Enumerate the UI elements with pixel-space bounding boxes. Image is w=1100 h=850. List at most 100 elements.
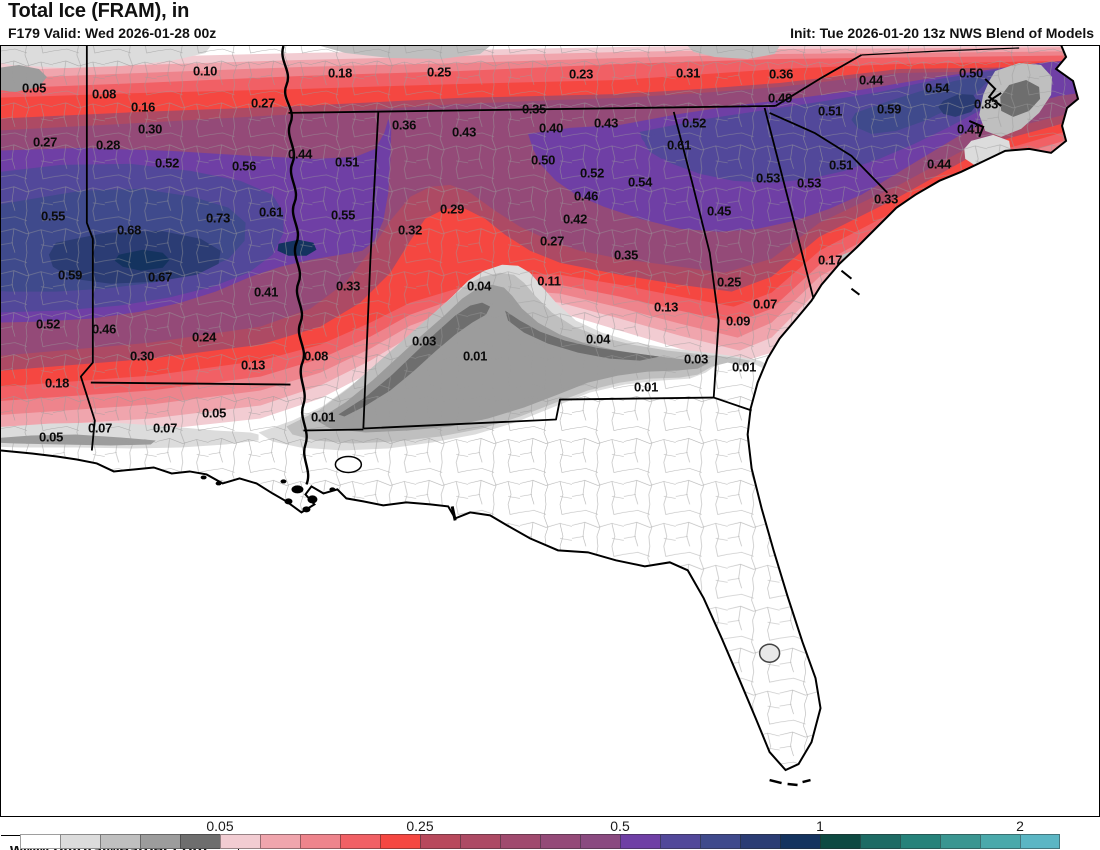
colorbar-swatch	[940, 834, 980, 849]
mississippi-river	[281, 46, 310, 485]
ice-value-label: 0.56	[231, 158, 257, 174]
ice-value-label: 0.33	[873, 191, 899, 207]
state-borders	[79, 46, 1020, 451]
ice-value-label: 0.55	[40, 208, 66, 224]
ice-value-label: 0.52	[681, 115, 707, 131]
ice-value-label: 0.44	[926, 156, 952, 172]
ice-value-label: 0.41	[253, 284, 279, 300]
ice-value-label: 0.07	[152, 420, 178, 436]
ice-value-label: 0.08	[303, 348, 329, 364]
ice-value-label: 0.50	[530, 152, 556, 168]
marsh-detail	[200, 475, 336, 513]
ice-value-label: 0.32	[397, 222, 423, 238]
ice-value-label: 0.44	[858, 72, 884, 88]
colorbar-swatch	[700, 834, 740, 849]
ice-value-label: 0.07	[87, 420, 113, 436]
ice-value-label: 0.51	[817, 103, 843, 119]
florida-keys	[769, 778, 811, 787]
colorbar-tick-label: 0.5	[610, 818, 630, 834]
colorbar-swatch	[220, 834, 260, 849]
ice-value-label: 0.25	[426, 64, 452, 80]
ice-value-label: 0.51	[334, 154, 360, 170]
ice-value-label: 0.04	[466, 278, 492, 294]
ice-value-label: 0.24	[191, 329, 217, 345]
ice-value-label: 0.49	[767, 90, 793, 106]
ice-value-label: 0.59	[57, 267, 83, 283]
ice-value-label: 0.23	[568, 66, 594, 82]
ice-value-label: 0.43	[451, 124, 477, 140]
ice-value-label: 0.01	[310, 409, 336, 425]
ice-value-label: 0.45	[706, 203, 732, 219]
estuary-detail	[450, 78, 1002, 521]
ice-value-label: 0.53	[755, 170, 781, 186]
colorbar-tick-label: 0.05	[206, 818, 234, 834]
ice-value-label: 0.53	[796, 175, 822, 191]
ice-value-label: 0.31	[675, 65, 701, 81]
ice-value-label: 0.55	[330, 207, 356, 223]
ice-value-label: 0.13	[653, 299, 679, 315]
ice-value-label: 0.61	[258, 204, 284, 220]
ice-value-label: 0.28	[95, 137, 121, 153]
ice-value-label: 0.52	[154, 155, 180, 171]
colorbar-swatch	[660, 834, 700, 849]
colorbar-tick-label: 1	[816, 818, 824, 834]
ice-value-label: 0.11	[537, 273, 561, 289]
ice-value-label: 0.67	[147, 269, 173, 285]
ice-value-label: 0.52	[579, 165, 605, 181]
colorbar-swatch	[140, 834, 180, 849]
ice-value-label: 0.05	[201, 405, 227, 421]
ice-value-label: 0.41	[956, 121, 982, 137]
ice-value-label: 0.61	[666, 137, 692, 153]
colorbar-swatch	[860, 834, 900, 849]
colorbar-swatch	[900, 834, 940, 849]
colorbar-swatch	[1020, 834, 1060, 849]
init-time: Init: Tue 2026-01-20 13z NWS Blend of Mo…	[790, 25, 1094, 41]
ice-value-label: 0.52	[35, 316, 61, 332]
lake-okeechobee	[758, 643, 781, 663]
ice-value-label: 0.35	[521, 101, 547, 117]
ice-value-label: 0.36	[768, 66, 794, 82]
map-canvas	[1, 46, 1099, 816]
ice-value-label: 0.04	[585, 331, 611, 347]
ice-value-label: 0.83	[973, 96, 999, 112]
ice-value-label: 0.36	[391, 117, 417, 133]
ice-value-label: 0.68	[116, 222, 142, 238]
ice-value-label: 0.46	[91, 321, 117, 337]
ice-value-label: 0.01	[731, 359, 757, 375]
ice-value-label: 0.09	[725, 313, 751, 329]
ice-value-label: 0.30	[137, 121, 163, 137]
ice-value-label: 0.01	[462, 348, 488, 364]
colorbar-swatch	[780, 834, 820, 849]
colorbar-swatch	[580, 834, 620, 849]
colorbar-swatch	[340, 834, 380, 849]
ice-value-label: 0.13	[240, 357, 266, 373]
ice-value-label: 0.40	[538, 120, 564, 136]
coastline	[1, 46, 1080, 772]
ice-value-label: 0.03	[411, 333, 437, 349]
colorbar-swatch	[100, 834, 140, 849]
colorbar-swatch	[740, 834, 780, 849]
colorbar-tick-label: 2	[1016, 818, 1024, 834]
valid-time: F179 Valid: Wed 2026-01-28 00z	[8, 25, 217, 41]
ice-value-label: 0.05	[21, 80, 47, 96]
ice-value-label: 0.18	[327, 65, 353, 81]
ice-value-label: 0.27	[539, 233, 565, 249]
colorbar-swatch	[980, 834, 1020, 849]
colorbar-swatch	[20, 834, 60, 849]
ice-value-label: 0.50	[958, 65, 984, 81]
colorbar-swatch	[260, 834, 300, 849]
colorbar-swatch	[540, 834, 580, 849]
colorbar-swatch	[420, 834, 460, 849]
ice-value-label: 0.59	[876, 101, 902, 117]
ice-value-label: 0.01	[633, 379, 659, 395]
ice-value-label: 0.29	[439, 201, 465, 217]
ice-value-label: 0.27	[250, 95, 276, 111]
ice-value-label: 0.44	[287, 146, 313, 162]
ice-value-label: 0.46	[573, 188, 599, 204]
ice-value-label: 0.30	[129, 348, 155, 364]
colorbar-swatch	[820, 834, 860, 849]
ice-value-label: 0.43	[593, 115, 619, 131]
ice-value-label: 0.54	[924, 80, 950, 96]
colorbar-swatch	[180, 834, 220, 849]
